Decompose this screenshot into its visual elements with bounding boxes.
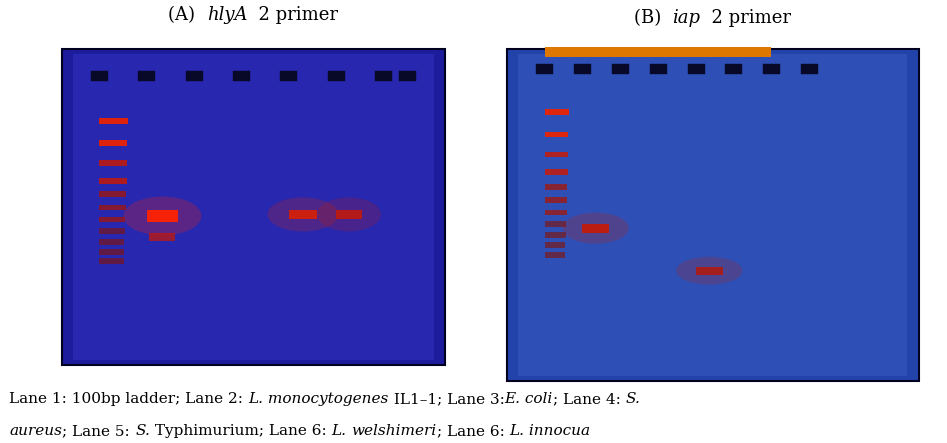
Bar [336,210,362,219]
Bar [545,197,567,203]
Bar [536,64,553,74]
Bar [801,64,818,74]
Bar [545,210,566,215]
Text: hlyA: hlyA [206,6,247,24]
Text: L. monocytogenes: L. monocytogenes [248,392,388,406]
Bar [375,71,392,81]
Text: ; Lane 5:: ; Lane 5: [63,424,135,439]
Bar [280,71,297,81]
Bar [725,64,742,74]
Bar [545,184,567,190]
Bar [574,64,591,74]
Text: 2 primer: 2 primer [701,9,792,27]
Bar [688,64,705,74]
Text: IL1–1; Lane 3:: IL1–1; Lane 3: [388,392,505,406]
Ellipse shape [123,197,202,235]
Bar [99,217,125,222]
Text: aureus: aureus [9,424,63,439]
Ellipse shape [676,257,742,285]
Text: ; Lane 6:: ; Lane 6: [437,424,509,439]
Bar [99,258,123,264]
Ellipse shape [268,198,339,231]
Text: 2 primer: 2 primer [247,6,338,24]
Bar [328,71,345,81]
Text: (B): (B) [634,9,672,27]
Ellipse shape [317,198,381,231]
Bar [149,233,175,241]
Bar [545,152,568,157]
Bar [696,267,723,275]
Bar [763,64,780,74]
Text: iap: iap [672,9,701,27]
Bar [650,64,667,74]
Text: S.: S. [135,424,150,439]
Text: Typhimurium; Lane 6:: Typhimurium; Lane 6: [150,424,331,439]
Bar [99,140,128,146]
Bar [99,191,126,197]
Ellipse shape [563,213,629,244]
Bar [545,132,568,137]
Text: L.: L. [331,424,347,439]
Bar [545,109,568,115]
Bar [99,228,125,234]
Bar [545,232,565,238]
Text: E. coli: E. coli [505,392,553,406]
Bar [545,169,567,175]
Bar [99,118,128,124]
Bar [545,242,565,248]
Bar [545,47,771,57]
Bar [507,49,919,381]
Bar [99,239,124,245]
Bar [289,210,317,219]
Text: Lane 1: 100bp ladder; Lane 2:: Lane 1: 100bp ladder; Lane 2: [9,392,248,406]
Bar [99,178,127,184]
Bar [99,205,126,210]
Text: (A): (A) [169,6,206,24]
Bar [99,160,127,166]
Bar [545,252,565,258]
Bar [73,54,434,360]
Bar [186,71,203,81]
Bar [62,49,445,365]
Bar [399,71,416,81]
Bar [147,210,178,222]
Bar [518,54,907,376]
Bar [138,71,155,81]
Text: L. innocua: L. innocua [509,424,591,439]
Text: ; Lane 4:: ; Lane 4: [553,392,626,406]
Bar [545,221,566,227]
Bar [582,224,609,233]
Text: S.: S. [626,392,640,406]
Bar [91,71,108,81]
Bar [99,249,124,255]
Bar [233,71,250,81]
Text: welshimeri: welshimeri [351,424,437,439]
Bar [612,64,629,74]
